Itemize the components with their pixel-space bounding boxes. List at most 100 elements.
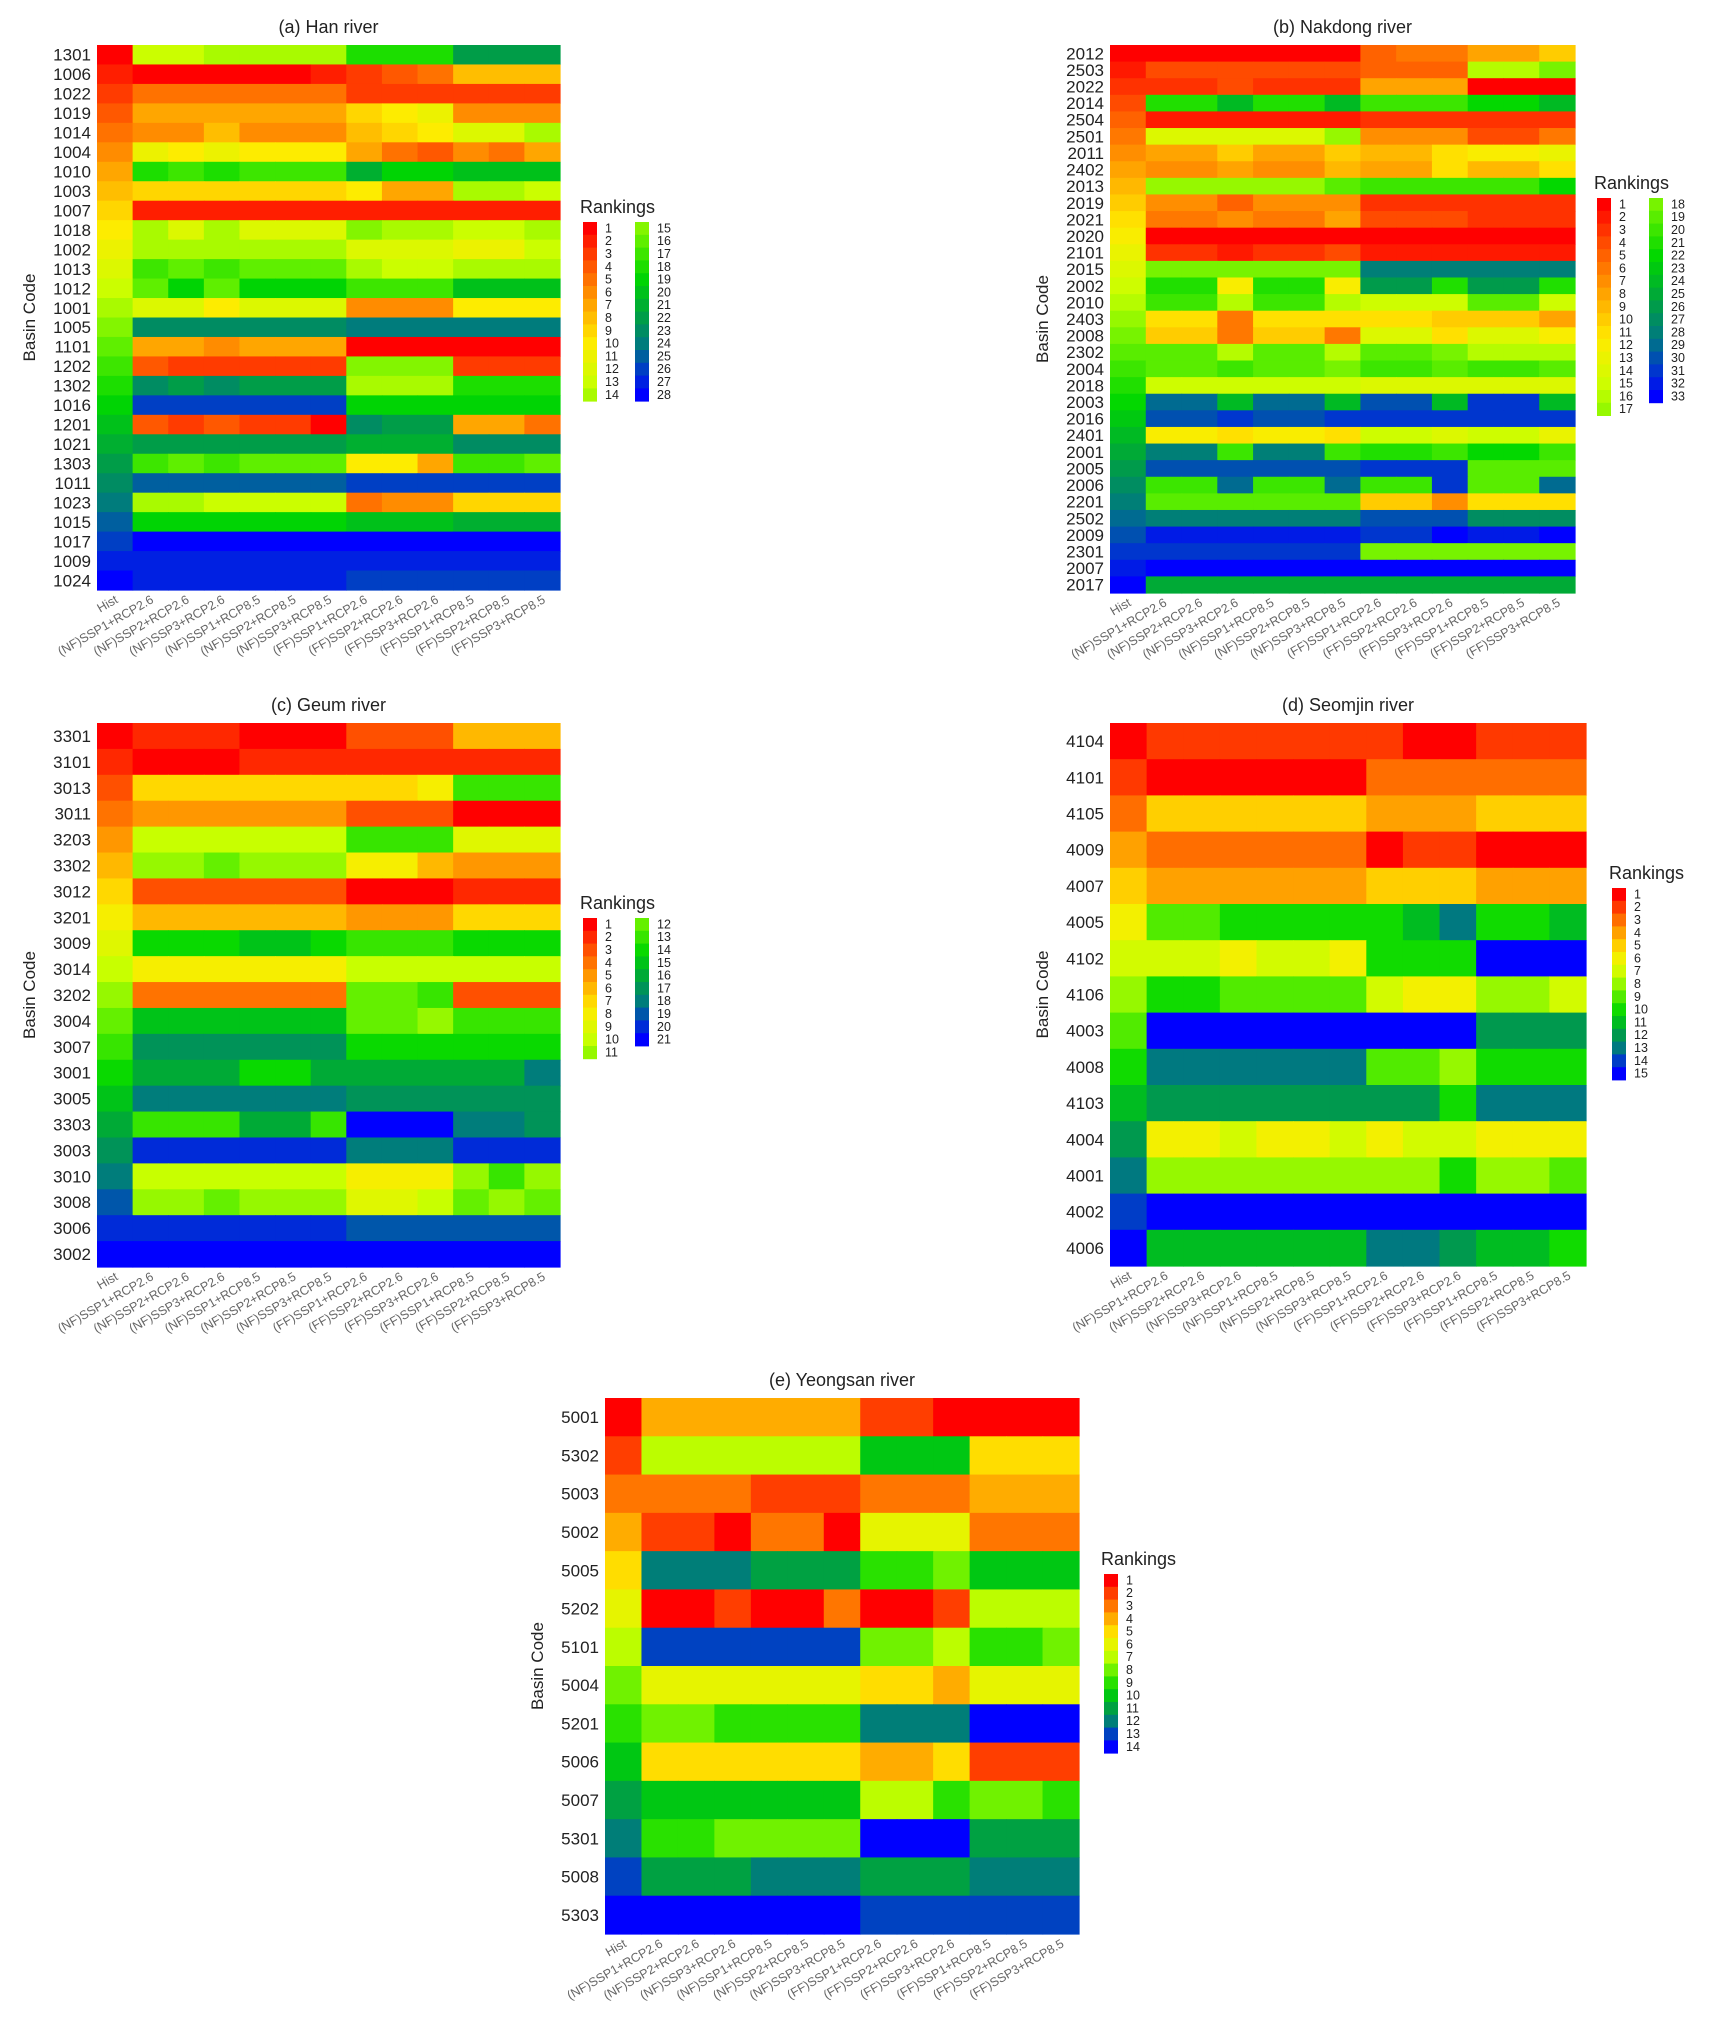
heatmap-cell — [1146, 976, 1184, 1014]
heatmap-cell — [1253, 559, 1290, 577]
heatmap-cell — [1006, 1512, 1044, 1552]
heatmap-cell — [275, 298, 312, 319]
heatmap-cell — [524, 748, 561, 776]
heatmap-cell — [1512, 940, 1550, 977]
heatmap-cell — [239, 395, 276, 416]
heatmap-cell — [381, 748, 419, 776]
heatmap-cell — [1431, 61, 1469, 79]
heatmap-cell — [275, 1085, 312, 1113]
heatmap-cell — [1256, 1012, 1294, 1050]
legend-key — [635, 234, 649, 248]
heatmap-cell — [1467, 460, 1505, 478]
heatmap-cell — [381, 64, 419, 85]
heatmap-cell — [641, 1627, 679, 1667]
heatmap-cell — [1288, 426, 1326, 445]
heatmap-cell — [488, 1085, 525, 1113]
heatmap-cell — [524, 531, 561, 552]
heatmap-cell — [1288, 161, 1326, 179]
heatmap-cell — [417, 278, 454, 299]
legend-key — [635, 337, 649, 351]
heatmap-cell — [132, 748, 169, 776]
heatmap-cell — [524, 1137, 561, 1164]
y-tick-label: 4103 — [1066, 1094, 1104, 1113]
legend-label: 13 — [605, 375, 619, 389]
heatmap-cell — [1253, 194, 1290, 212]
heatmap-cell — [1253, 576, 1290, 594]
heatmap-cell — [132, 531, 169, 552]
heatmap-cell — [275, 1189, 312, 1216]
heatmap-cell — [275, 1163, 312, 1190]
legend-key — [1649, 377, 1663, 391]
heatmap-cell — [168, 852, 205, 880]
heatmap-cell — [203, 1059, 241, 1087]
legend-label: 30 — [1671, 351, 1685, 365]
heatmap-cell — [132, 181, 169, 202]
heatmap-cell — [1503, 426, 1540, 445]
heatmap-cell — [524, 414, 561, 435]
heatmap-cell — [1539, 443, 1576, 461]
heatmap-cell — [1503, 177, 1540, 196]
heatmap-cell — [346, 1007, 383, 1035]
heatmap-cell — [1217, 509, 1254, 528]
heatmap-cell — [1512, 1229, 1550, 1267]
heatmap-cell — [1539, 493, 1576, 511]
heatmap-cell — [1476, 759, 1514, 796]
heatmap-cell — [275, 512, 312, 533]
heatmap-cell — [97, 103, 134, 124]
heatmap-cell — [1219, 940, 1258, 977]
heatmap-cell — [1549, 940, 1587, 977]
heatmap-cell — [203, 1163, 241, 1190]
heatmap-cell — [1110, 940, 1148, 977]
heatmap-cell — [275, 1137, 312, 1164]
heatmap-cell — [750, 1857, 788, 1897]
heatmap-cell — [453, 1059, 490, 1087]
legend-key — [635, 1007, 649, 1021]
heatmap-cell — [1145, 393, 1183, 411]
heatmap-cell — [310, 1215, 347, 1242]
y-tick-label: 2015 — [1066, 260, 1104, 279]
heatmap-cell — [239, 473, 276, 494]
heatmap-cell — [1402, 1229, 1441, 1267]
heatmap-cell — [969, 1589, 1007, 1629]
heatmap-cell — [1366, 940, 1404, 977]
legend-key — [635, 375, 649, 389]
heatmap-cell — [1219, 1121, 1258, 1158]
heatmap-cell — [524, 181, 561, 202]
heatmap-cell — [1110, 509, 1147, 528]
heatmap-cell — [1324, 576, 1361, 594]
heatmap-cell — [453, 375, 490, 396]
heatmap-cell — [275, 826, 312, 854]
heatmap-cell — [1006, 1742, 1044, 1782]
heatmap-cell — [1110, 177, 1147, 196]
heatmap-cell — [1145, 45, 1183, 63]
heatmap-cell — [203, 956, 241, 983]
heatmap-cell — [1503, 94, 1540, 113]
y-tick-label: 1012 — [53, 279, 91, 298]
y-tick-label: 4008 — [1066, 1058, 1104, 1077]
heatmap-cell — [203, 774, 241, 802]
heatmap-cell — [203, 220, 241, 241]
heatmap-cell — [1181, 45, 1218, 63]
heatmap-cell — [933, 1780, 971, 1820]
legend-label: 13 — [1619, 351, 1633, 365]
heatmap-cell — [488, 161, 525, 182]
legend-key — [583, 234, 597, 248]
heatmap-cell — [1288, 260, 1326, 279]
legend-label: 17 — [657, 981, 671, 995]
heatmap-cell — [1217, 410, 1254, 428]
heatmap-cell — [275, 142, 312, 163]
heatmap-cell — [381, 531, 419, 552]
heatmap-cell — [1110, 244, 1147, 262]
heatmap-cell — [346, 298, 383, 319]
heatmap-cell — [1110, 45, 1147, 63]
heatmap-cell — [239, 45, 276, 66]
legend-label: 11 — [1634, 1015, 1647, 1029]
heatmap-cell — [132, 878, 169, 905]
heatmap-cell — [132, 956, 169, 983]
y-tick-label: 5004 — [561, 1676, 599, 1695]
heatmap-cell — [1110, 1048, 1148, 1086]
heatmap-cell — [1431, 244, 1469, 262]
heatmap-cell — [1219, 795, 1258, 833]
heatmap-cell — [1467, 144, 1505, 162]
legend-key — [635, 388, 649, 402]
